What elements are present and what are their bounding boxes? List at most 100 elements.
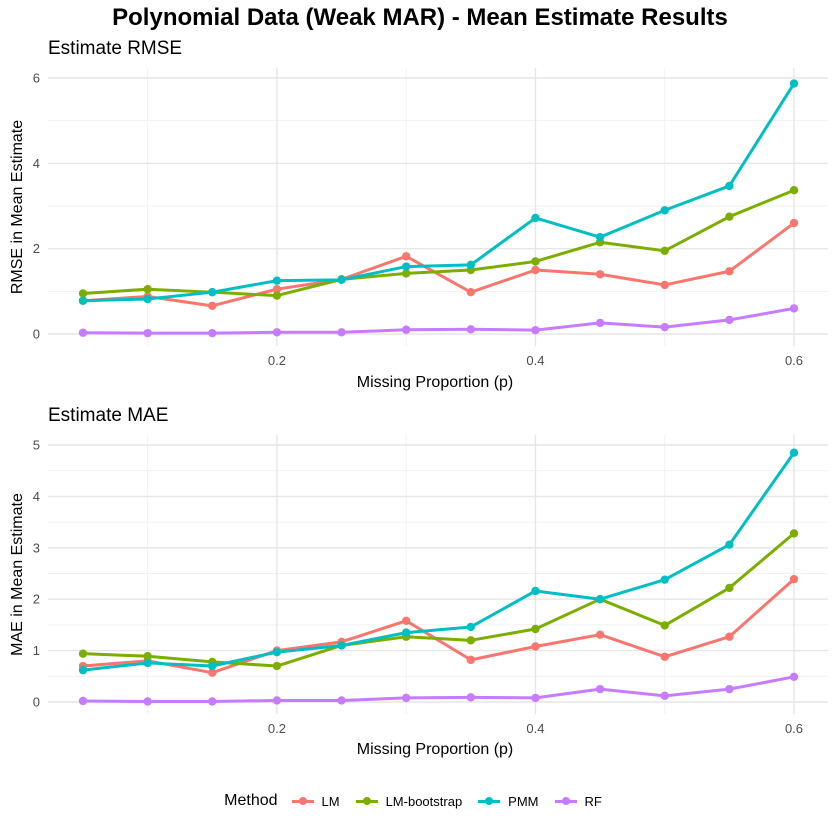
series-line-pmm — [82, 451, 796, 672]
data-point-rf — [143, 697, 152, 706]
data-point-pmm — [531, 213, 540, 223]
series-line-rf — [82, 675, 795, 703]
data-point-rf — [531, 325, 540, 335]
data-point-rf — [272, 696, 282, 705]
series-line-pmm — [82, 82, 796, 303]
data-point-rf — [208, 697, 217, 706]
legend-title: Method — [224, 792, 278, 809]
data-point-lm-bootstrap — [466, 636, 476, 645]
legend-label: RF — [584, 793, 602, 809]
x-tick-label: 0.4 — [526, 721, 544, 736]
data-point-lm-bootstrap — [78, 289, 88, 298]
data-point-lm — [789, 218, 799, 228]
x-tick-label: 0.6 — [785, 721, 803, 736]
data-point-rf — [143, 328, 152, 338]
data-point-rf — [337, 328, 346, 337]
y-tick-label: 2 — [33, 241, 40, 256]
data-point-rf — [725, 684, 734, 694]
x-tick-label: 0.4 — [526, 353, 544, 368]
y-tick-label: 1 — [33, 643, 40, 658]
data-point-pmm — [208, 661, 217, 671]
data-point-rf — [725, 315, 734, 325]
data-point-pmm — [272, 647, 282, 657]
data-point-lm — [725, 267, 734, 276]
x-tick-label: 0.2 — [268, 721, 286, 736]
data-point-rf — [466, 693, 476, 702]
series-line-rf — [82, 306, 795, 335]
y-axis-title: MAE in Mean Estimate — [9, 493, 26, 656]
legend-label: LM — [321, 793, 340, 809]
series-line-lm — [82, 221, 795, 308]
y-tick-label: 2 — [33, 592, 40, 607]
y-tick-label: 6 — [33, 71, 40, 86]
data-point-lm — [531, 265, 540, 275]
data-point-rf — [595, 684, 605, 694]
legend-key-icon — [290, 794, 316, 808]
y-tick-label: 4 — [33, 156, 40, 171]
data-point-lm — [660, 652, 669, 661]
data-point-lm — [466, 655, 476, 665]
data-point-lm-bootstrap — [725, 212, 734, 221]
data-point-lm-bootstrap — [531, 624, 540, 634]
y-axis-title: RMSE in Mean Estimate — [9, 120, 26, 294]
data-point-rf — [595, 318, 605, 328]
data-point-lm-bootstrap — [143, 285, 152, 294]
data-point-pmm — [531, 586, 540, 596]
data-point-pmm — [789, 448, 799, 457]
data-point-lm-bootstrap — [143, 652, 152, 661]
data-point-rf — [208, 328, 217, 338]
series-line-lm-bootstrap — [82, 532, 795, 668]
legend-label: PMM — [508, 793, 539, 809]
legend-key-icon — [476, 794, 502, 808]
data-point-pmm — [78, 296, 88, 305]
series-line-lm-bootstrap — [82, 188, 795, 298]
data-point-pmm — [466, 260, 476, 270]
x-tick-label: 0.6 — [785, 353, 803, 368]
data-point-rf — [789, 304, 799, 313]
data-point-rf — [401, 693, 411, 703]
data-point-pmm — [143, 294, 152, 304]
data-point-pmm — [78, 665, 88, 675]
data-point-rf — [660, 322, 669, 332]
data-point-lm — [531, 642, 540, 651]
rmse-panel: 0.2 0.4 0.6 0 2 4 6 Missing Proportion (p) RMSE … — [9, 68, 828, 391]
mae-panel: 0.2 0.4 0.6 0 1 2 3 4 5 Missing Proportion (p) MAE… — [9, 435, 828, 758]
data-point-lm-bootstrap — [531, 257, 540, 266]
y-tick-label: 4 — [33, 489, 40, 504]
y-tick-label: 0 — [33, 695, 40, 710]
data-point-lm-bootstrap — [78, 649, 88, 658]
chart-main-title: Polynomial Data (Weak MAR) - Mean Estima… — [112, 4, 728, 31]
data-point-lm-bootstrap — [272, 291, 282, 300]
rmse-panel-title: Estimate RMSE — [48, 38, 183, 59]
legend-item-rf: RF — [553, 794, 602, 809]
data-point-pmm — [143, 658, 152, 668]
data-point-lm — [789, 574, 799, 584]
y-tick-label: 3 — [33, 540, 40, 555]
data-point-lm — [660, 280, 669, 290]
legend-item-lm-bootstrap: LM-bootstrap — [354, 794, 462, 809]
data-point-lm — [466, 287, 476, 297]
data-point-rf — [78, 696, 88, 706]
x-axis-title: Missing Proportion (p) — [357, 374, 514, 391]
data-point-rf — [337, 696, 346, 705]
data-point-lm — [272, 285, 282, 294]
mae-panel-title: Estimate MAE — [48, 405, 169, 426]
data-point-rf — [660, 691, 669, 701]
data-point-lm — [401, 252, 411, 261]
chart-figure: 0.2 0.4 0.6 0 2 4 6 Missing Proportion (p) RMSE … — [9, 68, 828, 758]
data-point-pmm — [208, 287, 217, 297]
legend: Method LM LM-bootstrap PMM RF — [0, 792, 840, 810]
data-point-pmm — [401, 262, 411, 271]
data-point-lm-bootstrap — [789, 186, 799, 195]
data-point-pmm — [595, 232, 605, 242]
data-point-lm — [208, 668, 217, 677]
x-tick-label: 0.2 — [268, 353, 286, 368]
data-point-pmm — [337, 641, 346, 650]
data-point-pmm — [660, 206, 669, 215]
data-point-pmm — [789, 79, 799, 88]
legend-item-lm: LM — [290, 794, 340, 809]
legend-item-pmm: PMM — [476, 793, 539, 809]
data-point-rf — [78, 328, 88, 337]
data-point-pmm — [337, 275, 346, 285]
data-point-lm-bootstrap — [401, 269, 411, 278]
